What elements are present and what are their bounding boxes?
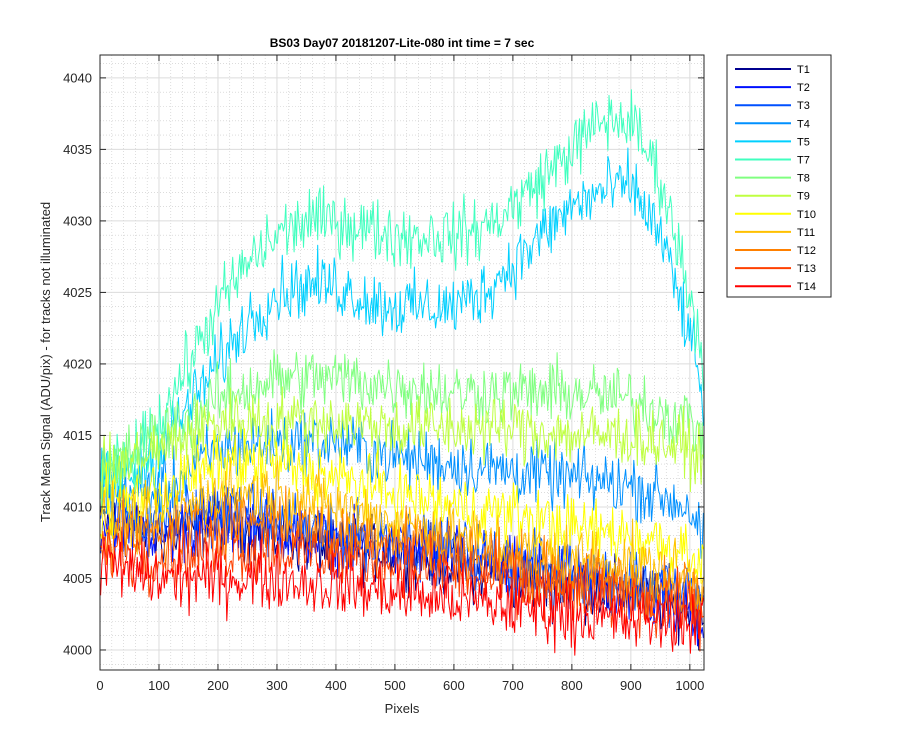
- series-line-T11: [100, 457, 704, 613]
- legend-label-T12: T12: [797, 245, 816, 257]
- x-tick-label: 300: [266, 678, 288, 693]
- legend-label-T13: T13: [797, 263, 816, 275]
- series-line-T14: [100, 537, 704, 656]
- legend-label-T7: T7: [797, 155, 810, 167]
- x-tick-label: 800: [561, 678, 583, 693]
- series-line-T5: [100, 147, 704, 507]
- plot-frame: [99, 54, 705, 671]
- x-axis-label: Pixels: [385, 701, 420, 716]
- legend-label-T8: T8: [797, 173, 810, 185]
- legend-label-T5: T5: [797, 136, 810, 148]
- y-axis-label: Track Mean Signal (ADU/pix) - for tracks…: [38, 202, 53, 522]
- x-tick-label: 600: [443, 678, 465, 693]
- x-tick-label: 200: [207, 678, 229, 693]
- legend-label-T3: T3: [797, 100, 810, 112]
- series-line-T8: [100, 349, 704, 511]
- y-tick-label: 4040: [63, 70, 92, 85]
- series-line-T4: [100, 408, 704, 559]
- x-tick-label: 400: [325, 678, 347, 693]
- y-tick-label: 4030: [63, 213, 92, 228]
- legend-box: [726, 54, 832, 298]
- x-tick-label: 0: [96, 678, 103, 693]
- y-tick-label: 4010: [63, 499, 92, 514]
- legend-label-T14: T14: [797, 281, 816, 293]
- y-tick-label: 4005: [63, 571, 92, 586]
- grid: [99, 55, 704, 670]
- legend-label-T11: T11: [797, 227, 815, 239]
- series-layer: [100, 89, 704, 656]
- y-tick-label: 4035: [63, 142, 92, 157]
- y-tick-label: 4015: [63, 428, 92, 443]
- legend: T1 T2 T3 T4 T5 T7 T8 T9 T10 T11 T12 T13 T14: [726, 54, 832, 298]
- x-tick-label: 1000: [675, 678, 704, 693]
- legend-label-T9: T9: [797, 191, 810, 203]
- legend-label-T2: T2: [797, 82, 810, 94]
- y-tick-label: 4000: [63, 642, 92, 657]
- x-tick-label: 100: [148, 678, 170, 693]
- ticks: 0 100 200 300 400 500 600 700 800 900 1000 4000 4005…: [63, 55, 704, 693]
- series-line-T10: [100, 428, 704, 584]
- x-tick-label: 500: [384, 678, 406, 693]
- y-tick-label: 4025: [63, 285, 92, 300]
- x-tick-label: 900: [620, 678, 642, 693]
- legend-label-T4: T4: [797, 118, 810, 130]
- chart-title: BS03 Day07 20181207-Lite-080 int time = …: [270, 36, 535, 50]
- series-line-T9: [100, 386, 704, 502]
- legend-label-T1: T1: [797, 64, 810, 76]
- series-line-T12: [100, 485, 704, 630]
- x-tick-label: 700: [502, 678, 524, 693]
- legend-label-T10: T10: [797, 209, 816, 221]
- series-line-T7: [100, 89, 704, 499]
- y-tick-label: 4020: [63, 356, 92, 371]
